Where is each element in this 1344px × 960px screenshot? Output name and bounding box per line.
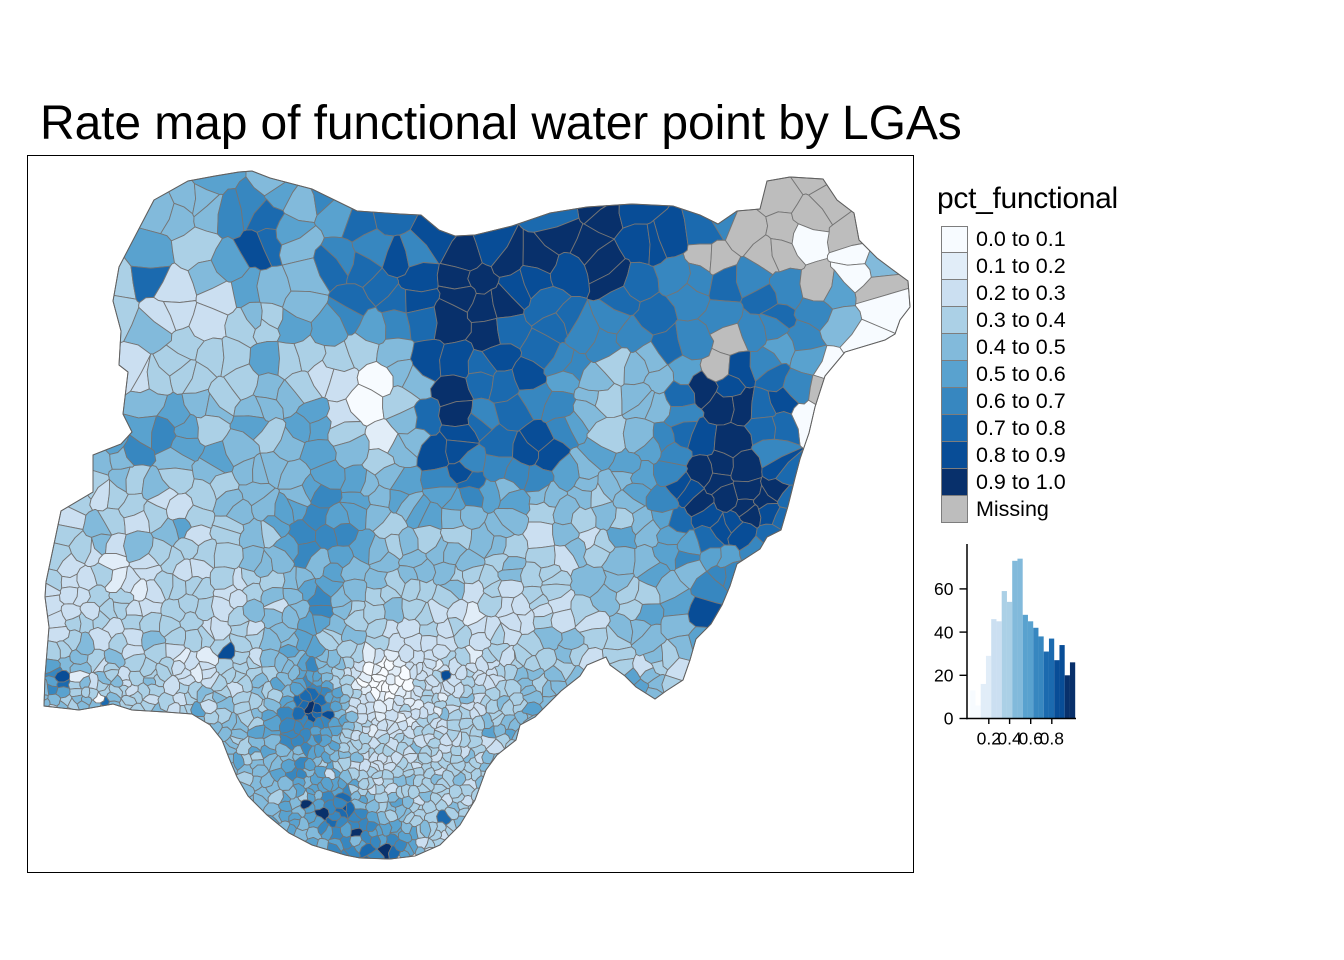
svg-text:0.4: 0.4 — [997, 729, 1022, 749]
svg-text:20: 20 — [934, 666, 954, 686]
svg-text:0: 0 — [944, 709, 954, 729]
svg-text:0.8: 0.8 — [1040, 729, 1064, 749]
svg-text:0.6: 0.6 — [1019, 729, 1043, 749]
svg-text:60: 60 — [934, 579, 954, 599]
svg-text:40: 40 — [934, 622, 954, 642]
svg-text:0.2: 0.2 — [977, 729, 1001, 749]
